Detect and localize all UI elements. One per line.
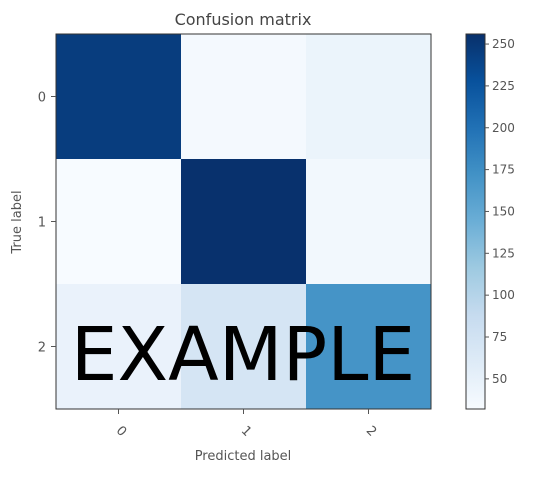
colorbar-tick-label: 75 (492, 330, 507, 344)
y-tick-label: 0 (38, 91, 46, 106)
heatmap-cell-0-0 (56, 34, 182, 160)
x-tick-label: 1 (238, 423, 254, 439)
x-tick-label: 2 (363, 423, 379, 439)
colorbar-tick-label: 175 (492, 163, 515, 177)
colorbar (466, 34, 485, 409)
colorbar-tick-label: 50 (492, 372, 507, 386)
colorbar-ticks: 50 75 100 125 150 175 200 225 250 (485, 37, 515, 386)
heatmap-cell-1-0 (56, 159, 182, 285)
heatmap-cell-1-1 (181, 159, 307, 285)
y-axis-ticks: 0 1 2 (38, 91, 56, 356)
heatmap-cell-0-2 (306, 34, 432, 160)
x-tick-label: 0 (113, 423, 129, 439)
colorbar-tick-label: 200 (492, 121, 515, 135)
colorbar-tick-label: 150 (492, 204, 515, 218)
y-tick-label: 1 (38, 216, 46, 231)
y-axis-label: True label (10, 190, 25, 254)
y-tick-label: 2 (38, 341, 46, 356)
x-axis-ticks: 0 1 2 (113, 409, 379, 440)
heatmap-cell-1-2 (306, 159, 432, 285)
x-axis-label: Predicted label (195, 449, 292, 464)
heatmap-cell-0-1 (181, 34, 307, 160)
chart-title: Confusion matrix (175, 10, 312, 29)
colorbar-tick-label: 100 (492, 288, 515, 302)
colorbar-tick-label: 125 (492, 246, 515, 260)
watermark-text: EXAMPLE (71, 312, 416, 398)
colorbar-tick-label: 225 (492, 79, 515, 93)
colorbar-tick-label: 250 (492, 37, 515, 51)
